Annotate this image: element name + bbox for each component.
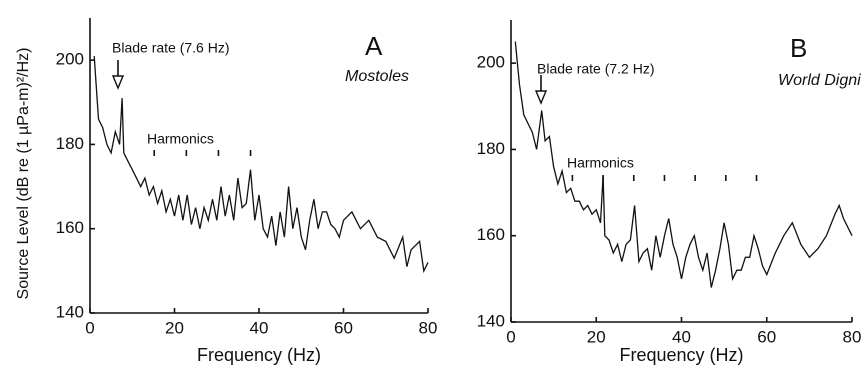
x-tick-label: 60 — [757, 327, 776, 346]
x-tick-label: 40 — [250, 318, 269, 337]
vessel-name: Mostoles — [345, 68, 409, 85]
x-tick-label: 0 — [506, 327, 515, 346]
y-tick-label: 180 — [477, 139, 505, 158]
y-tick-label: 200 — [56, 50, 84, 69]
harmonics-label: Harmonics — [147, 131, 214, 147]
x-axis-label: Frequency (Hz) — [619, 345, 743, 365]
y-axis-label: Source Level (dB re (1 µPa-m)²/Hz) — [15, 48, 32, 300]
harmonics-label: Harmonics — [567, 155, 634, 171]
spectrum-line — [514, 41, 853, 288]
y-tick-label: 200 — [477, 53, 505, 72]
arrow-head — [111, 75, 125, 90]
blade-rate-label: Blade rate (7.6 Hz) — [112, 40, 230, 56]
panel-label: A — [365, 31, 383, 61]
y-tick-label: 160 — [56, 218, 84, 237]
y-tick-label: 140 — [477, 311, 505, 330]
x-tick-label: 40 — [672, 327, 691, 346]
x-tick-label: 20 — [587, 327, 606, 346]
vessel-name: World Dignity — [778, 72, 861, 89]
y-tick-label: 160 — [477, 225, 505, 244]
blade-rate-label: Blade rate (7.2 Hz) — [537, 61, 655, 77]
x-tick-label: 0 — [85, 318, 94, 337]
x-tick-label: 80 — [843, 327, 861, 346]
x-tick-label: 20 — [165, 318, 184, 337]
x-axis-label: Frequency (Hz) — [197, 345, 321, 365]
y-tick-label: 180 — [56, 134, 84, 153]
arrow-head — [534, 90, 548, 105]
y-tick-label: 140 — [56, 302, 84, 321]
x-tick-label: 60 — [334, 318, 353, 337]
spectrum-line — [93, 55, 429, 274]
x-tick-label: 80 — [419, 318, 438, 337]
panel-label: B — [790, 33, 807, 63]
